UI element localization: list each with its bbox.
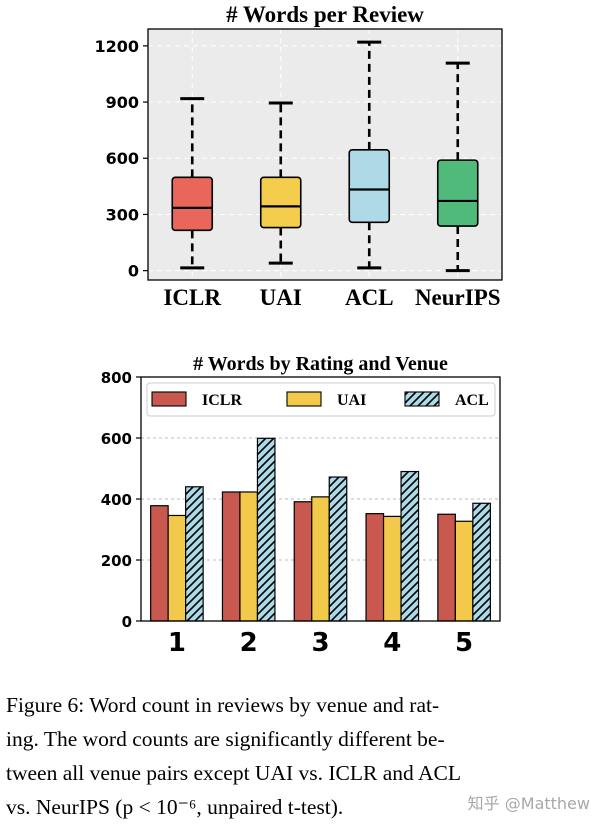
x-tick-label: ICLR <box>163 285 221 310</box>
bar-iclr-rating-3 <box>293 501 313 622</box>
x-tick-label: 5 <box>455 628 473 658</box>
box-acl <box>348 40 391 270</box>
chart-title: # Words by Rating and Venue <box>193 353 448 375</box>
x-tick-label: NeurIPS <box>415 285 501 310</box>
bar-uai-rating-1 <box>167 514 187 622</box>
x-tick-label: 1 <box>168 628 186 658</box>
bar-iclr-rating-4 <box>365 513 385 622</box>
y-tick-label: 800 <box>101 369 132 387</box>
box-neurips <box>436 61 479 273</box>
x-tick-label: 3 <box>311 628 329 658</box>
bar-uai-rating-5 <box>454 520 474 622</box>
boxplot-figure: 0 300 600 900 1200 ICLR UAI ACL NeurIPS # Words p… <box>94 2 503 310</box>
legend-swatch-iclr <box>151 391 187 407</box>
bar-iclr-rating-5 <box>437 513 456 622</box>
bar-acl-rating-1 <box>185 486 204 622</box>
bar-iclr-rating-1 <box>150 505 169 622</box>
x-tick-label: 4 <box>383 628 401 658</box>
legend-label-iclr: ICLR <box>202 392 242 409</box>
y-tick-label: 300 <box>106 205 139 224</box>
legend-label-acl: ACL <box>455 392 489 409</box>
bar-iclr-rating-2 <box>221 491 241 622</box>
y-tick-label: 0 <box>122 613 132 631</box>
y-tick-label: 200 <box>101 552 132 570</box>
x-tick-label: UAI <box>260 285 302 310</box>
caption-line-2: ing. The word counts are significantly d… <box>6 727 445 751</box>
bar-acl-rating-5 <box>472 502 491 622</box>
watermark: 知乎 @Matthew <box>467 794 590 813</box>
legend-label-uai: UAI <box>337 392 366 409</box>
iqr-box <box>171 176 214 232</box>
plot-frame <box>147 28 503 281</box>
bar-uai-rating-3 <box>311 496 330 622</box>
legend-swatch-uai <box>286 391 322 407</box>
caption-line-3: tween all venue pairs except UAI vs. ICL… <box>6 761 461 785</box>
y-tick-label: 600 <box>106 149 139 168</box>
bar-uai-rating-2 <box>239 491 259 622</box>
y-tick-label: 0 <box>128 262 139 281</box>
x-tick-label: 2 <box>240 628 258 658</box>
figure-caption: Figure 6: Word count in reviews by venue… <box>6 688 594 824</box>
caption-line-1: Figure 6: Word count in reviews by venue… <box>6 693 440 717</box>
box-uai <box>259 101 302 265</box>
bar-chart-figure: 0 200 400 600 800 1 2 3 4 5 ICLR UAI ACL # Words by R… <box>101 353 501 658</box>
bar-acl-rating-3 <box>328 476 348 622</box>
iqr-box <box>436 159 479 227</box>
bar-acl-rating-2 <box>256 437 276 622</box>
bar-acl-rating-4 <box>400 470 420 622</box>
legend: ICLR UAI ACL <box>146 382 496 417</box>
x-tick-label: ACL <box>345 285 394 310</box>
y-tick-label: 1200 <box>94 37 139 56</box>
y-tick-label: 600 <box>101 430 132 448</box>
box-iclr <box>171 97 214 270</box>
y-tick-label: 900 <box>106 93 139 112</box>
y-tick-label: 400 <box>101 491 132 509</box>
plot-area <box>148 29 502 280</box>
iqr-box <box>348 149 391 224</box>
bar-uai-rating-4 <box>382 515 402 622</box>
iqr-box <box>259 176 302 229</box>
chart-title: # Words per Review <box>226 2 424 27</box>
legend-swatch-acl <box>404 391 440 407</box>
plot-frame <box>140 376 501 622</box>
caption-line-4: vs. NeurIPS (p < 10⁻⁶, unpaired t-test). <box>6 795 344 819</box>
